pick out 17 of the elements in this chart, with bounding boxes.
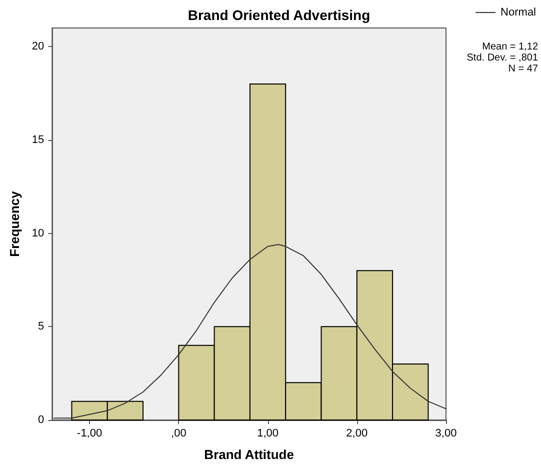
y-tick-label: 10 [32, 227, 44, 240]
y-tick-label: 15 [32, 134, 44, 146]
x-axis-title: Brand Attitude [204, 447, 294, 462]
y-tick-label: 5 [38, 320, 44, 333]
y-axis-title: Frequency [7, 190, 22, 257]
text: N = 47 [508, 64, 538, 74]
x-tick-label: 1,00 [257, 428, 278, 440]
x-tick-label: 3,00 [435, 428, 457, 440]
x-tick-label: -1,00 [77, 428, 102, 440]
legend-label: Normal [500, 6, 536, 18]
text: Std. Dev. = ,801 [466, 52, 538, 64]
y-tick-label: 20 [32, 40, 44, 53]
text: Mean = 1,12 [482, 42, 538, 52]
chart-title: Brand Oriented Advertising [188, 7, 370, 23]
y-tick-label: 0 [38, 414, 44, 426]
x-tick-label: ,00 [171, 428, 186, 440]
x-tick-label: 2,00 [346, 428, 368, 440]
